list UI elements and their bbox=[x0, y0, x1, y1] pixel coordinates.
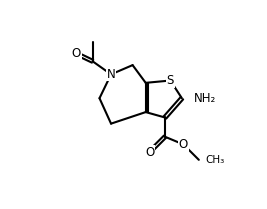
Text: S: S bbox=[167, 74, 174, 87]
Text: NH₂: NH₂ bbox=[194, 92, 217, 105]
Text: O: O bbox=[179, 138, 188, 151]
Text: O: O bbox=[145, 146, 154, 159]
Text: CH₃: CH₃ bbox=[205, 155, 224, 165]
Text: N: N bbox=[107, 68, 115, 81]
Text: O: O bbox=[72, 47, 81, 60]
